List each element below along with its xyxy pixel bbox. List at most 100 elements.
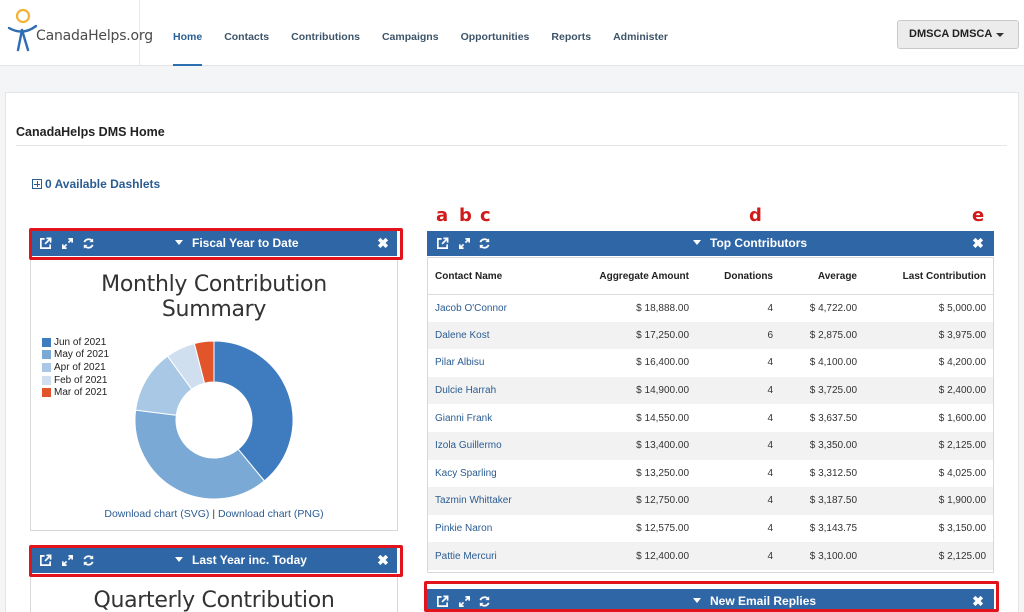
table-cell: $ 14,550.00 — [636, 412, 689, 424]
table-cell: $ 3,100.00 — [780, 542, 864, 570]
contact-name-link[interactable]: Gianni Frank — [435, 412, 493, 424]
column-header[interactable]: Average — [780, 260, 864, 295]
close-icon[interactable]: ✖ — [972, 235, 984, 251]
quarterly-chart-title: Quarterly Contribution — [93, 588, 335, 612]
fullscreen-icon[interactable] — [458, 237, 471, 250]
table-cell: $ 1,900.00 — [864, 487, 993, 515]
legend-label: May of 2021 — [54, 349, 110, 361]
legend-item[interactable]: Mar of 2021 — [42, 386, 109, 399]
refresh-icon[interactable] — [82, 554, 95, 567]
table-cell: $ 4,100.00 — [809, 357, 857, 369]
donut-slice[interactable] — [193, 340, 215, 384]
column-header[interactable]: Contact Name — [428, 260, 578, 295]
contact-name-link[interactable]: Tazmin Whittaker — [428, 487, 578, 515]
collapse-caret-icon — [175, 557, 183, 563]
contact-name-link[interactable]: Dulcie Harrah — [428, 376, 578, 405]
table-cell: $ 4,200.00 — [938, 357, 986, 369]
table-cell: $ 2,125.00 — [864, 431, 993, 460]
top-navbar: CanadaHelps.org Home Contacts Contributi… — [0, 0, 1024, 66]
column-header[interactable]: Last Contribution — [864, 260, 993, 295]
table-cell: 4 — [696, 487, 780, 515]
legend-item[interactable]: Jun of 2021 — [42, 336, 109, 349]
table-row: Pinkie Naron $ 12,575.00 4 $ 3,143.75 $ 3,15… — [428, 515, 993, 543]
donut-slice[interactable] — [134, 409, 266, 500]
fiscal-dashlet-title[interactable]: Fiscal Year to Date — [175, 231, 299, 256]
table-cell: $ 12,575.00 — [636, 523, 689, 535]
top-contributors-title-text: Top Contributors — [710, 236, 808, 250]
table-cell: $ 14,900.00 — [578, 376, 696, 405]
legend-item[interactable]: Feb of 2021 — [42, 374, 109, 387]
fullscreen-icon[interactable] — [61, 237, 74, 250]
nav-campaigns[interactable]: Campaigns — [381, 31, 439, 43]
refresh-icon[interactable] — [478, 237, 491, 250]
table-cell: 4 — [767, 357, 773, 369]
table-cell: 4 — [767, 467, 773, 479]
top-contributors-title[interactable]: Top Contributors — [693, 231, 807, 256]
table-cell: $ 2,875.00 — [780, 321, 864, 350]
open-external-icon[interactable] — [436, 595, 449, 608]
table-cell: $ 13,400.00 — [578, 431, 696, 460]
open-external-icon[interactable] — [39, 237, 52, 250]
email-replies-header: New Email Replies ✖ — [427, 589, 994, 612]
contact-name-link[interactable]: Izola Guillermo — [428, 431, 578, 460]
nav-contacts[interactable]: Contacts — [224, 31, 270, 43]
column-header[interactable]: Donations — [696, 260, 780, 295]
open-external-icon[interactable] — [436, 237, 449, 250]
donut-chart — [134, 340, 294, 500]
table-row: Tazmin Whittaker $ 12,750.00 4 $ 3,187.50 $ … — [428, 487, 993, 515]
highlight-box — [29, 545, 403, 577]
table-cell: $ 17,250.00 — [578, 321, 696, 350]
nav-home[interactable]: Home — [173, 0, 203, 66]
legend-label: Apr of 2021 — [54, 361, 106, 373]
contact-name-link[interactable]: Kacy Sparling — [435, 467, 497, 479]
canadahelps-logo[interactable]: CanadaHelps.org — [6, 6, 153, 58]
table-cell: $ 12,400.00 — [578, 542, 696, 570]
contact-name-link[interactable]: Pinkie Naron — [435, 523, 493, 535]
donut-slice[interactable] — [213, 340, 294, 482]
nav-contributions[interactable]: Contributions — [291, 31, 360, 43]
column-header[interactable]: Aggregate Amount — [578, 260, 696, 295]
table-cell: $ 3,637.50 — [809, 412, 857, 424]
legend-label: Mar of 2021 — [54, 387, 108, 399]
chart-title-line2: Summary — [161, 297, 267, 322]
contact-name-link[interactable]: Jacob O'Connor — [435, 302, 507, 314]
table-cell: 4 — [696, 376, 780, 405]
legend-item[interactable]: May of 2021 — [42, 349, 109, 362]
user-menu-button[interactable]: DMSCA DMSCA — [897, 20, 1019, 49]
contact-name-link[interactable]: Pattie Mercuri — [428, 542, 578, 570]
table-row: Dalene Kost $ 17,250.00 6 $ 2,875.00 $ 3,975… — [428, 321, 993, 350]
legend-item[interactable]: Apr of 2021 — [42, 361, 109, 374]
contact-name-link[interactable]: Pilar Albisu — [435, 357, 485, 369]
lastyear-title-text: Last Year inc. Today — [192, 553, 307, 567]
table-row: Izola Guillermo $ 13,400.00 4 $ 3,350.00 $ 2… — [428, 431, 993, 460]
email-replies-title[interactable]: New Email Replies — [693, 589, 816, 612]
download-svg-link[interactable]: Download chart (SVG) — [104, 508, 210, 520]
table-cell: $ 3,312.50 — [809, 467, 857, 479]
contact-name-link[interactable]: Dalene Kost — [428, 321, 578, 350]
close-icon[interactable]: ✖ — [377, 552, 389, 568]
table-cell: 4 — [767, 302, 773, 314]
fullscreen-icon[interactable] — [458, 595, 471, 608]
download-png-link[interactable]: Download chart (PNG) — [218, 508, 324, 520]
table-row: Dulcie Harrah $ 14,900.00 4 $ 3,725.00 $ 2,4… — [428, 376, 993, 405]
table-cell: $ 2,125.00 — [864, 542, 993, 570]
lastyear-dashlet-header: Last Year inc. Today ✖ — [32, 548, 397, 573]
logo-text: CanadaHelps.org — [36, 28, 153, 44]
legend-swatch — [42, 350, 51, 360]
nav-administer[interactable]: Administer — [613, 31, 668, 43]
fullscreen-icon[interactable] — [61, 554, 74, 567]
nav-reports[interactable]: Reports — [551, 31, 592, 43]
available-dashlets-link[interactable]: 0 Available Dashlets — [32, 177, 160, 191]
table-cell: $ 13,250.00 — [636, 467, 689, 479]
table-row: Pattie Mercuri $ 12,400.00 4 $ 3,100.00 $ 2,… — [428, 542, 993, 570]
highlight-box — [424, 581, 999, 612]
open-external-icon[interactable] — [39, 554, 52, 567]
nav-opportunities[interactable]: Opportunities — [460, 31, 530, 43]
close-icon[interactable]: ✖ — [377, 235, 389, 251]
refresh-icon[interactable] — [82, 237, 95, 250]
lastyear-dashlet-body — [30, 577, 398, 612]
annotation-d: d — [749, 205, 762, 226]
lastyear-dashlet-title[interactable]: Last Year inc. Today — [175, 548, 307, 573]
close-icon[interactable]: ✖ — [972, 593, 984, 609]
refresh-icon[interactable] — [478, 595, 491, 608]
